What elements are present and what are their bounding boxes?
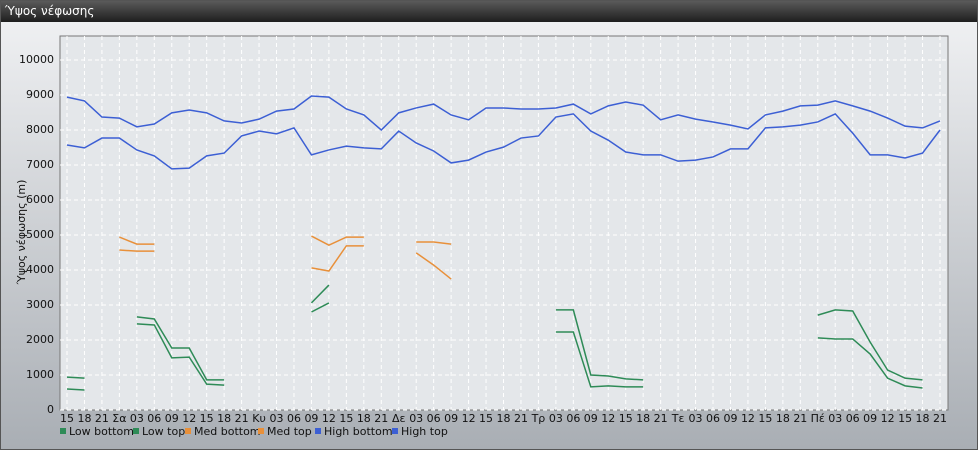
x-tick-label: 06 [147,412,161,425]
x-tick-label: 12 [741,412,755,425]
x-tick-label: 21 [793,412,807,425]
x-tick-label: 18 [636,412,650,425]
x-tick-label: Κυ [252,412,266,425]
x-tick-label: 21 [235,412,249,425]
x-tick-label: 15 [758,412,772,425]
legend-label: Low bottom [69,425,134,438]
x-tick-label: 03 [828,412,842,425]
y-tick-label: 3000 [26,298,54,311]
x-tick-label: 03 [130,412,144,425]
y-tick-label: 6000 [26,193,54,206]
x-tick-label: Τε [671,412,685,425]
x-tick-label: 15 [898,412,912,425]
series-line [66,302,923,391]
x-tick-label: Τρ [531,412,546,425]
x-tick-label: 12 [182,412,196,425]
legend-label: Med bottom [194,425,261,438]
x-tick-label: 03 [689,412,703,425]
series-line [66,284,923,381]
y-tick-label: 5000 [26,228,54,241]
x-tick-label: 18 [497,412,511,425]
x-tick-label: 21 [933,412,947,425]
x-tick-label: 15 [200,412,214,425]
legend-label: Med top [267,425,312,438]
x-tick-label: 21 [374,412,388,425]
x-tick-label: 06 [427,412,441,425]
y-tick-label: 8000 [26,123,54,136]
legend-label: High top [401,425,448,438]
series-line [66,95,941,132]
x-tick-label: 09 [444,412,458,425]
y-tick-label: 10000 [19,53,54,66]
x-tick-label: 12 [881,412,895,425]
legend-label: High bottom [324,425,393,438]
chart: Ύψος νέφωσης (m) 0 1000 2000 3000 4000 5000 60… [15,35,949,438]
x-tick-label: 03 [270,412,284,425]
x-tick-label: 15 [60,412,74,425]
window-title: Ύψος νέφωσης [1,1,977,22]
y-tick-label: 4000 [26,263,54,276]
y-tick-label: 7000 [26,158,54,171]
series-line [119,235,452,246]
y-tick-label: 1000 [26,368,54,381]
x-tick-label: 06 [706,412,720,425]
x-tick-label: 03 [409,412,423,425]
x-tick-label: Δε [392,412,406,425]
x-tick-label: 09 [863,412,877,425]
legend-swatch [60,428,66,434]
y-tick-label: 9000 [26,88,54,101]
x-tick-label: 09 [584,412,598,425]
x-tick-label: 09 [723,412,737,425]
x-tick-label: 15 [479,412,493,425]
x-tick-label: Σα [112,412,126,425]
y-tick-label: 2000 [26,333,54,346]
legend-swatch [258,428,264,434]
x-tick-label: 18 [357,412,371,425]
legend-label: Low top [142,425,185,438]
x-tick-label: Πέ [811,412,825,425]
x-tick-label: 06 [287,412,301,425]
x-tick-label: 12 [322,412,336,425]
x-tick-label: 21 [95,412,109,425]
x-tick-label: 12 [462,412,476,425]
x-tick-label: 09 [304,412,318,425]
x-tick-label: 12 [601,412,615,425]
x-tick-label: 03 [549,412,563,425]
series-line [66,112,941,170]
legend-swatch [315,428,321,434]
series-line [119,245,452,280]
x-tick-label: 06 [846,412,860,425]
legend-swatch [133,428,139,434]
x-tick-label: 15 [619,412,633,425]
x-tick-label: 18 [217,412,231,425]
x-tick-label: 06 [566,412,580,425]
y-tick-label: 0 [47,403,54,416]
y-axis-label: Ύψος νέφωσης (m) [15,180,28,286]
x-tick-label: 21 [514,412,528,425]
x-tick-label: 21 [654,412,668,425]
legend-swatch [185,428,191,434]
x-tick-label: 18 [776,412,790,425]
x-tick-label: 18 [77,412,91,425]
legend-swatch [392,428,398,434]
x-tick-label: 09 [165,412,179,425]
x-tick-label: 15 [339,412,353,425]
x-tick-label: 18 [916,412,930,425]
